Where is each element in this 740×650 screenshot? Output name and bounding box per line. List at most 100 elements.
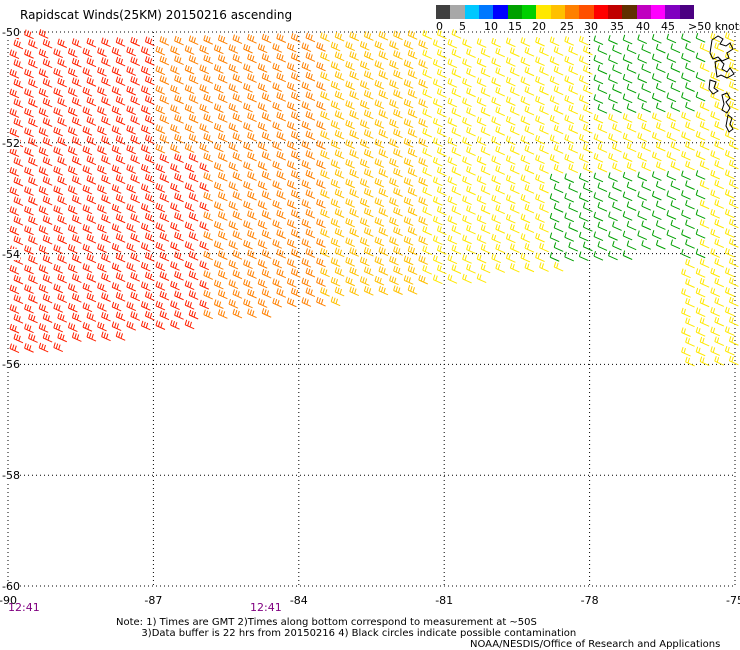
wind-barb — [695, 346, 706, 357]
wind-barb — [144, 173, 155, 184]
wind-barb — [363, 188, 374, 198]
wind-barb — [228, 142, 239, 152]
wind-barb — [393, 285, 403, 295]
wind-barb — [535, 193, 545, 204]
wind-barb — [316, 159, 326, 170]
wind-barb — [359, 158, 370, 169]
wind-barb — [363, 148, 374, 159]
wind-barb — [714, 297, 725, 307]
wind-barb — [374, 275, 385, 286]
wind-barb — [568, 45, 579, 56]
wind-barb — [695, 131, 706, 141]
latitude-label: -52 — [2, 136, 20, 150]
wind-barb — [724, 169, 735, 180]
latitude-label: -50 — [2, 26, 20, 39]
wind-barb — [97, 282, 107, 293]
wind-barb — [159, 114, 170, 125]
wind-barb — [232, 250, 243, 260]
wind-barb — [349, 266, 360, 277]
wind-barb — [699, 317, 710, 327]
wind-barb — [57, 215, 68, 225]
wind-barb — [217, 54, 228, 64]
wind-barb — [666, 33, 677, 44]
wind-barb — [710, 287, 721, 298]
wind-barb — [170, 84, 180, 95]
wind-barb — [641, 201, 652, 211]
wind-barb — [681, 288, 691, 298]
legend-label: 10 — [484, 20, 498, 33]
wind-barb — [578, 133, 589, 144]
wind-barb — [126, 183, 137, 194]
wind-barb — [42, 274, 53, 284]
wind-barb — [363, 266, 374, 277]
wind-barb — [67, 224, 78, 235]
wind-barb — [28, 274, 38, 285]
wind-barb — [728, 218, 739, 229]
wind-barb — [539, 223, 549, 233]
wind-barb — [612, 240, 622, 251]
wind-barb — [578, 35, 589, 46]
wind-barb — [637, 93, 648, 103]
wind-barb — [422, 186, 433, 197]
wind-barb — [38, 107, 49, 118]
wind-barb — [593, 153, 604, 163]
wind-barb — [695, 209, 706, 220]
wind-barb — [82, 184, 93, 195]
wind-barb — [330, 41, 341, 52]
longitude-label: -81 — [435, 594, 454, 607]
wind-barb — [626, 220, 637, 231]
wind-barb — [597, 104, 608, 114]
wind-barb — [57, 273, 68, 284]
wind-barb — [144, 310, 155, 321]
wind-barb — [203, 211, 214, 222]
wind-barb — [622, 34, 633, 45]
wind-barb — [86, 292, 97, 303]
wind-barb — [349, 188, 360, 199]
wind-barb — [578, 212, 589, 222]
wind-barb — [495, 106, 506, 117]
wind-barb — [724, 110, 735, 121]
wind-barb — [71, 136, 82, 146]
wind-barb — [553, 65, 564, 76]
legend-label: 45 — [661, 20, 675, 33]
wind-barb — [334, 247, 345, 258]
wind-barb — [535, 134, 545, 145]
wind-barb — [564, 232, 575, 242]
wind-barb — [476, 195, 487, 205]
wind-barb — [228, 259, 239, 270]
wind-barb — [228, 63, 239, 74]
wind-barb — [466, 205, 476, 215]
wind-barb — [378, 50, 389, 61]
wind-barb — [28, 215, 38, 226]
wind-barb — [476, 273, 487, 284]
wind-barb — [184, 45, 195, 55]
footer-note: Note: 1) Times are GMT 2)Times along bot… — [116, 617, 577, 639]
wind-barb — [637, 112, 648, 123]
wind-barb — [582, 143, 593, 154]
wind-barb — [301, 101, 312, 111]
wind-barb — [699, 121, 710, 131]
wind-barb — [13, 196, 24, 207]
wind-barb — [363, 90, 374, 100]
latitude-label: -58 — [2, 469, 20, 483]
wind-barb — [272, 121, 283, 132]
wind-barb — [582, 84, 593, 95]
wind-barb — [422, 167, 433, 177]
wind-barb — [695, 72, 706, 82]
wind-barb — [505, 155, 516, 165]
wind-barb — [290, 91, 301, 102]
wind-barb — [447, 274, 458, 284]
wind-barb — [213, 103, 224, 113]
legend-swatch — [593, 5, 608, 19]
wind-barb — [199, 44, 210, 55]
wind-barb — [670, 239, 681, 250]
wind-barb — [57, 117, 68, 127]
wind-barb — [247, 288, 257, 299]
wind-barb — [476, 97, 487, 107]
wind-barb — [71, 234, 82, 244]
wind-barb — [140, 203, 151, 213]
longitude-label: -75 — [726, 594, 740, 607]
wind-barb — [67, 244, 78, 254]
wind-barb — [612, 123, 622, 133]
wind-barb — [140, 65, 151, 76]
